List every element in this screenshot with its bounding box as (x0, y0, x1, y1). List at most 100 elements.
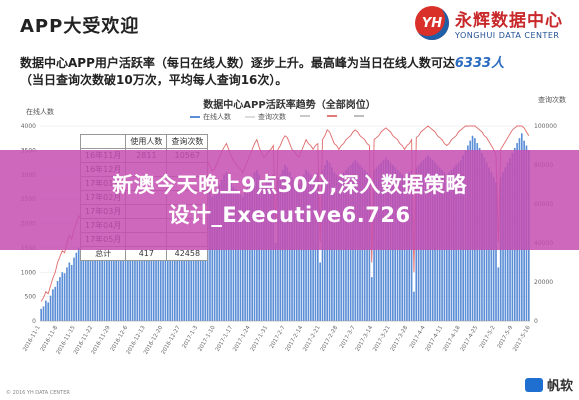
table-header-row: 使用人数 查询次数 (79, 134, 209, 149)
x-tick-label: 2017-5-9 (497, 325, 515, 350)
table-header-cell: 查询次数 (166, 134, 209, 149)
bar (103, 213, 106, 321)
bar (52, 289, 54, 321)
legend-item-5 (354, 112, 367, 122)
bar (239, 194, 242, 321)
bar (232, 186, 235, 321)
bar (70, 264, 73, 321)
legend-item-online: 在线人数 (190, 112, 231, 122)
bar (40, 308, 42, 321)
x-tick-label: 2017-1-3 (182, 325, 200, 350)
brand-logo-icon: YH (415, 6, 449, 40)
bar (295, 182, 298, 321)
x-tick-label: 2016-12-27 (161, 325, 182, 356)
chart-legend: 在线人数 查询次数 (190, 112, 367, 122)
bar (61, 272, 64, 321)
bar (260, 179, 263, 321)
bar (66, 267, 68, 321)
watermark: 帆软 (524, 375, 573, 394)
fanruan-logo-icon (524, 377, 543, 392)
bar (45, 300, 47, 321)
legend-item-4 (327, 112, 340, 122)
bar (234, 189, 237, 321)
bar (241, 196, 244, 321)
bar (101, 221, 103, 321)
bar (73, 257, 75, 321)
x-tick-label: 2017-3-7 (339, 325, 357, 350)
bar (249, 182, 251, 321)
bar (246, 186, 249, 321)
y-tick-left: 1000 (21, 269, 36, 276)
x-tick-label: 2017-5-16 (512, 325, 532, 353)
bar (211, 196, 214, 321)
bar (49, 295, 52, 321)
x-tick-label: 2016-11-29 (91, 325, 112, 356)
x-tick-label: 2017-2-14 (285, 325, 305, 353)
bar (59, 277, 61, 321)
bar (263, 184, 265, 321)
x-tick-label: 2017-3-21 (372, 325, 391, 353)
x-tick-label: 2017-1-10 (197, 325, 217, 353)
overlay-line2: 设计_Executive6.726 (168, 203, 411, 227)
bar (298, 184, 300, 321)
slide-footer: © 2016 YH DATA CENTER (6, 390, 70, 396)
x-tick-label: 2017-3-14 (355, 325, 375, 353)
brand-name-cn: 永辉数据中心 (455, 11, 563, 31)
x-tick-label: 2016-12-6 (110, 325, 130, 353)
bar (319, 262, 321, 321)
bar (56, 281, 59, 321)
bar (105, 216, 108, 321)
x-tick-label: 2017-1-31 (250, 325, 269, 353)
bar (68, 262, 71, 321)
bar (80, 250, 82, 321)
chart-title: 数据中心APP活跃率趋势（全部岗位） (203, 100, 376, 111)
bar (82, 243, 85, 321)
bar (96, 223, 99, 321)
bar (230, 182, 232, 321)
y-tick-right: 0 (534, 318, 538, 325)
intro-highlight: 6333人 (454, 56, 505, 71)
bar (237, 191, 239, 321)
intro-line1: 数据中心APP用户活跃率（每日在线人数）逐步上升。最高峰为当日在线人数可达 (20, 56, 455, 70)
x-tick-label: 2017-3-28 (390, 325, 410, 353)
y-tick-right: 20000 (534, 279, 553, 286)
bar (370, 277, 373, 321)
legend-item-queries: 查询次数 (245, 112, 286, 122)
bar (47, 302, 50, 321)
x-tick-label: 2017-4-4 (409, 325, 427, 350)
x-tick-label: 2017-4-25 (460, 325, 480, 353)
x-tick-label: 2016-11-1 (22, 325, 41, 353)
promo-overlay-banner[interactable]: 新澳今天晚上9点30分,深入数据策略 设计_Executive6.726 (0, 150, 579, 250)
bar (42, 306, 45, 321)
bar (495, 182, 497, 321)
brand: YH 永辉数据中心 YONGHUI DATA CENTER (415, 6, 563, 40)
legend-item-3 (300, 112, 313, 122)
bar (89, 233, 92, 321)
bar (94, 228, 96, 321)
bar (497, 267, 500, 321)
bar (267, 179, 270, 321)
bar (91, 240, 94, 321)
watermark-text: 帆软 (546, 379, 573, 394)
bar (218, 184, 221, 321)
y-tick-left: 500 (25, 294, 37, 301)
x-tick-label: 2017-4-11 (425, 325, 444, 353)
x-tick-label: 2017-2-7 (269, 325, 287, 350)
x-tick-label: 2016-11-8 (40, 325, 60, 353)
x-tick-label: 2017-4-18 (442, 325, 462, 353)
bar (244, 191, 246, 321)
bar (113, 201, 115, 321)
bar (216, 189, 218, 321)
bar (63, 273, 66, 321)
y-tick-left: 4000 (21, 123, 36, 130)
bar (87, 235, 89, 321)
bar (265, 182, 268, 321)
y-axis-left-label: 在线人数 (26, 108, 54, 116)
bar (75, 252, 78, 321)
brand-text: 永辉数据中心 YONGHUI DATA CENTER (455, 6, 563, 40)
overlay-line1: 新澳今天晚上9点30分,深入数据策略 (112, 173, 467, 197)
x-tick-label: 2017-1-24 (232, 325, 252, 353)
bar (209, 191, 211, 321)
bar (98, 218, 101, 321)
x-tick-label: 2017-1-17 (215, 325, 235, 353)
